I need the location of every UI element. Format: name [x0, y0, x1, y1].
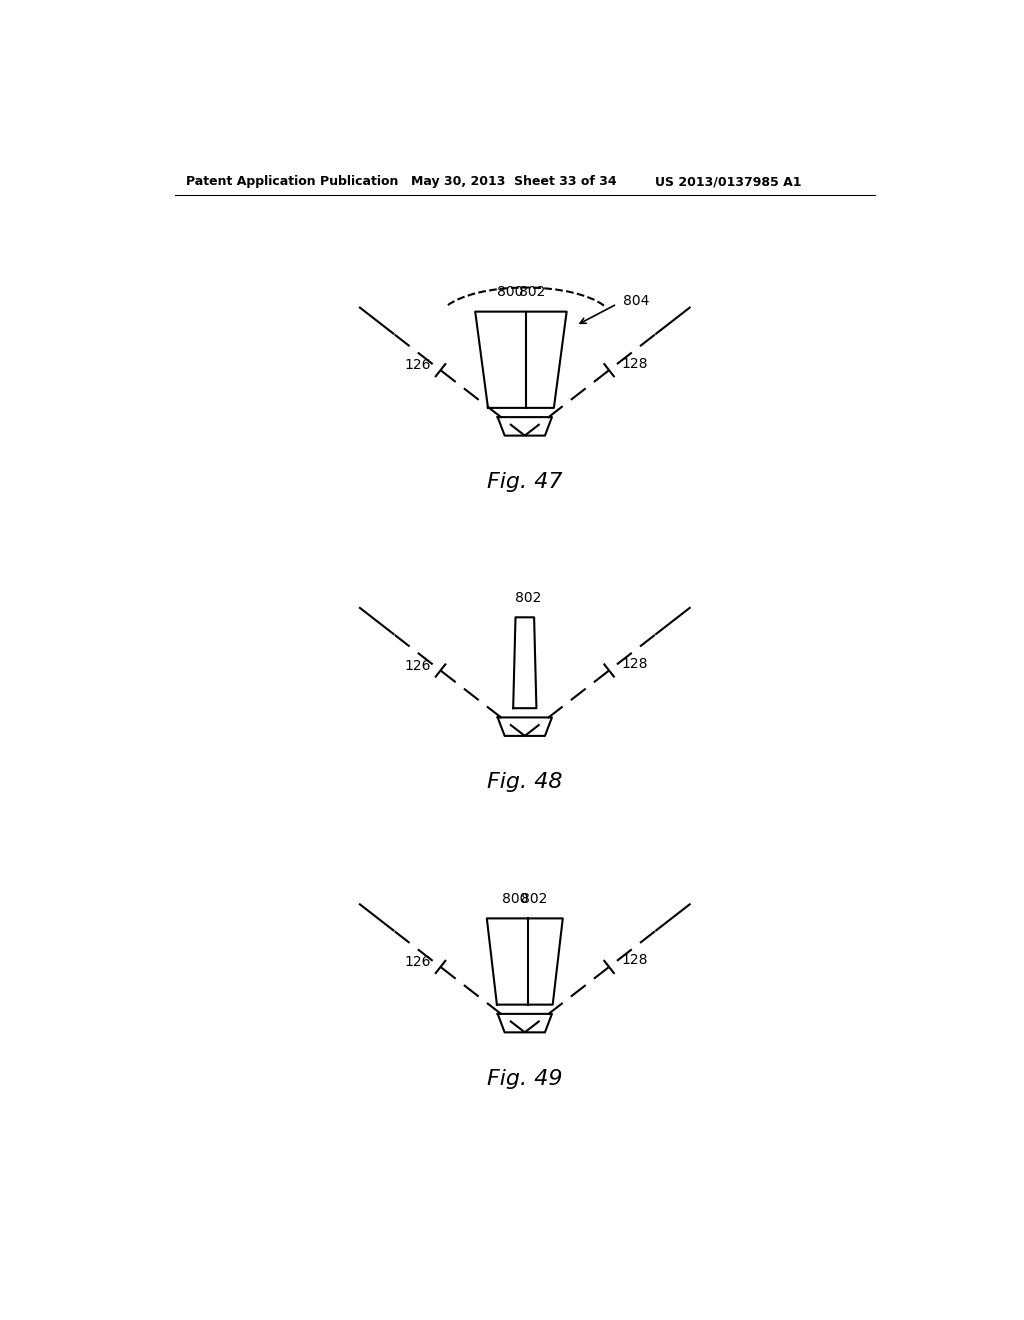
Text: 802: 802	[515, 591, 542, 605]
Text: US 2013/0137985 A1: US 2013/0137985 A1	[655, 176, 802, 187]
Text: Fig. 48: Fig. 48	[487, 772, 562, 792]
Text: Fig. 49: Fig. 49	[487, 1069, 562, 1089]
Text: 128: 128	[622, 657, 648, 671]
Text: 802: 802	[518, 285, 545, 300]
Text: 802: 802	[521, 892, 547, 906]
Text: Patent Application Publication: Patent Application Publication	[186, 176, 398, 187]
Text: Fig. 47: Fig. 47	[487, 471, 562, 492]
Text: 126: 126	[404, 659, 430, 673]
Text: 128: 128	[622, 953, 648, 968]
Text: May 30, 2013  Sheet 33 of 34: May 30, 2013 Sheet 33 of 34	[411, 176, 616, 187]
Text: 128: 128	[622, 356, 648, 371]
Text: 800: 800	[503, 892, 528, 906]
Text: 804: 804	[624, 294, 649, 308]
Text: 126: 126	[404, 359, 430, 372]
Text: 126: 126	[404, 956, 430, 969]
Text: 800: 800	[497, 285, 523, 300]
